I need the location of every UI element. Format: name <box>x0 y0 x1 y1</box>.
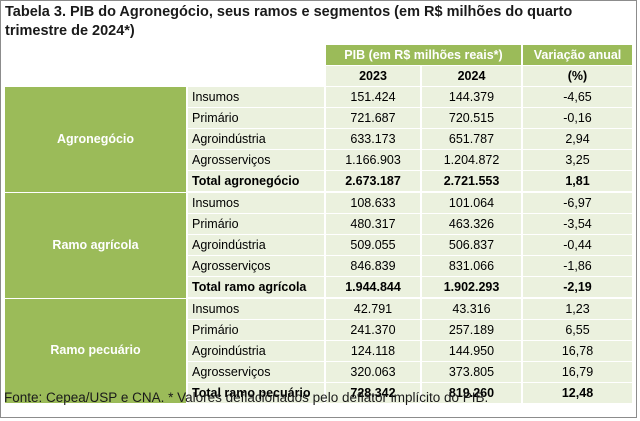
segment-cell: Agrosserviços <box>187 361 326 383</box>
value-2023-cell: 241.370 <box>325 319 422 341</box>
table-row: Agroindústria 124.118 144.950 16,78 <box>5 340 632 362</box>
pib-column-group-header: PIB (em R$ milhões reais*) <box>325 45 523 66</box>
segment-cell: Agroindústria <box>187 340 326 362</box>
segment-cell: Insumos <box>187 86 326 108</box>
value-2024-cell: 257.189 <box>421 319 523 341</box>
value-2023-cell: 480.317 <box>325 213 422 235</box>
value-2023-cell: 1.166.903 <box>325 149 422 171</box>
table-row: Primário 721.687 720.515 -0,16 <box>5 107 632 129</box>
source-note: Fonte: Cepea/USP e CNA. * Valores deflac… <box>4 390 489 405</box>
value-2024-cell: 101.064 <box>421 192 523 214</box>
value-2023-cell: 151.424 <box>325 86 422 108</box>
table-row: Agrosserviços 320.063 373.805 16,79 <box>5 361 632 383</box>
variation-cell: 1,81 <box>522 170 632 193</box>
table-body: Agronegócio Insumos 151.424 144.379 -4,65 Pri… <box>5 86 632 404</box>
table-row: Primário 241.370 257.189 6,55 <box>5 319 632 341</box>
table-row: Ramo pecuário Insumos 42.791 43.316 1,23 <box>5 298 632 404</box>
value-2024-cell: 2.721.553 <box>421 170 523 193</box>
group-label: Agronegócio <box>5 86 188 193</box>
header-row-2: 2023 2024 (%) <box>5 65 632 87</box>
year-2023-header: 2023 <box>325 65 422 87</box>
variation-cell: 3,25 <box>522 149 632 171</box>
variation-cell: 1,23 <box>522 298 632 320</box>
value-2023-cell: 846.839 <box>325 255 422 277</box>
value-2024-cell: 144.950 <box>421 340 523 362</box>
value-2024-cell: 463.326 <box>421 213 523 235</box>
variation-cell: 2,94 <box>522 128 632 150</box>
variation-unit-header: (%) <box>522 65 632 87</box>
table-row: Total agronegócio 2.673.187 2.721.553 1,81 <box>5 170 632 193</box>
variation-cell: -0,44 <box>522 234 632 256</box>
table-row: Agrosserviços 1.166.903 1.204.872 3,25 <box>5 149 632 171</box>
variation-cell: 12,48 <box>522 382 632 404</box>
value-2023-cell: 509.055 <box>325 234 422 256</box>
value-2023-cell: 124.118 <box>325 340 422 362</box>
table-row: Total ramo agrícola 1.944.844 1.902.293 -2,… <box>5 276 632 299</box>
variation-cell: 6,55 <box>522 319 632 341</box>
segment-cell: Total ramo agrícola <box>187 276 326 299</box>
table-row: Agroindústria 633.173 651.787 2,94 <box>5 128 632 150</box>
segment-cell: Primário <box>187 319 326 341</box>
group-label: Ramo agrícola <box>5 192 188 299</box>
value-2023-cell: 1.944.844 <box>325 276 422 299</box>
group-label: Ramo pecuário <box>5 298 188 404</box>
variation-cell: 16,79 <box>522 361 632 383</box>
value-2024-cell: 43.316 <box>421 298 523 320</box>
table-title: Tabela 3. PIB do Agronegócio, seus ramos… <box>5 4 573 39</box>
table-row: Agrosserviços 846.839 831.066 -1,86 <box>5 255 632 277</box>
value-2024-cell: 651.787 <box>421 128 523 150</box>
table-row: Primário 480.317 463.326 -3,54 <box>5 213 632 235</box>
value-2023-cell: 721.687 <box>325 107 422 129</box>
header-row-1: PIB (em R$ milhões reais*) Variação anua… <box>5 45 632 66</box>
segment-cell: Agrosserviços <box>187 255 326 277</box>
variation-cell: -6,97 <box>522 192 632 214</box>
value-2023-cell: 633.173 <box>325 128 422 150</box>
table-row: Total ramo pecuário 728.342 819.260 12,48 <box>5 382 632 404</box>
table-row: Agronegócio Insumos 151.424 144.379 -4,65 <box>5 86 632 193</box>
segment-cell: Agroindústria <box>187 128 326 150</box>
value-2024-cell: 720.515 <box>421 107 523 129</box>
variation-column-header: Variação anual <box>522 45 632 66</box>
variation-cell: -0,16 <box>522 107 632 129</box>
value-2023-cell: 728.342 <box>325 382 422 404</box>
segment-cell: Total ramo pecuário <box>187 382 326 404</box>
segment-cell: Agroindústria <box>187 234 326 256</box>
table-row: Ramo agrícola Insumos 108.633 101.064 -6,97 <box>5 192 632 299</box>
gdp-table: PIB (em R$ milhões reais*) Variação anua… <box>5 45 632 404</box>
year-2024-header: 2024 <box>421 65 523 87</box>
value-2023-cell: 108.633 <box>325 192 422 214</box>
variation-cell: -4,65 <box>522 86 632 108</box>
value-2024-cell: 1.204.872 <box>421 149 523 171</box>
segment-cell: Primário <box>187 107 326 129</box>
value-2024-cell: 819.260 <box>421 382 523 404</box>
variation-cell: 16,78 <box>522 340 632 362</box>
segment-cell: Insumos <box>187 192 326 214</box>
value-2023-cell: 2.673.187 <box>325 170 422 193</box>
segment-cell: Primário <box>187 213 326 235</box>
table-row: Agroindústria 509.055 506.837 -0,44 <box>5 234 632 256</box>
variation-cell: -2,19 <box>522 276 632 299</box>
value-2024-cell: 373.805 <box>421 361 523 383</box>
value-2024-cell: 506.837 <box>421 234 523 256</box>
variation-cell: -3,54 <box>522 213 632 235</box>
value-2024-cell: 1.902.293 <box>421 276 523 299</box>
segment-cell: Insumos <box>187 298 326 320</box>
variation-cell: -1,86 <box>522 255 632 277</box>
value-2024-cell: 831.066 <box>421 255 523 277</box>
segment-cell: Agrosserviços <box>187 149 326 171</box>
segment-cell: Total agronegócio <box>187 170 326 193</box>
value-2023-cell: 42.791 <box>325 298 422 320</box>
value-2023-cell: 320.063 <box>325 361 422 383</box>
value-2024-cell: 144.379 <box>421 86 523 108</box>
